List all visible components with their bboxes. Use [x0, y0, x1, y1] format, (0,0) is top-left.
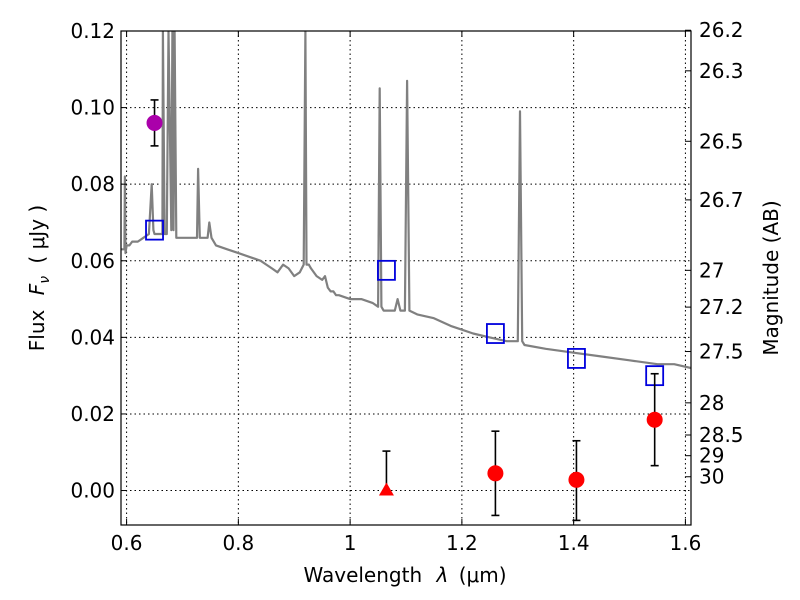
y-axis-title: Flux Fν ( μJy ): [25, 205, 54, 351]
axis-ticks: 0.6 0.8 1 1.2 1.4 1.6 0.00 0.02 0.04 0.06 0.08 0.10…: [70, 18, 743, 555]
flux-point: [568, 471, 585, 488]
x-tick-label: 1.4: [558, 531, 590, 555]
spectrum-line: [121, 31, 691, 370]
y2-tick-label: 30: [699, 465, 724, 489]
x-tick-label: 0.8: [222, 531, 254, 555]
y-tick-label: 0.04: [70, 325, 115, 349]
flux-point: [146, 114, 163, 131]
y-tick-label: 0.06: [70, 249, 115, 273]
x-tick-label: 1: [344, 531, 357, 555]
model-flux-square: [145, 219, 164, 241]
model-flux-square: [377, 259, 396, 281]
y2-axis-title: Magnitude (AB): [759, 200, 783, 355]
flux-point: [487, 465, 504, 482]
x-tick-label: 1.2: [446, 531, 478, 555]
y-tick-label: 0.10: [70, 96, 115, 120]
x-axis-title: Wavelength λ (μm): [303, 563, 506, 587]
y2-tick-label: 26.5: [699, 129, 744, 153]
flux-point: [646, 411, 663, 428]
y2-tick-label: 29: [699, 444, 724, 468]
y2-tick-label: 28.5: [699, 423, 744, 447]
x-tick-label: 1.6: [670, 531, 702, 555]
data-markers: [145, 99, 665, 522]
plot-frame: [120, 30, 692, 526]
y-tick-label: 0.08: [70, 172, 115, 196]
y2-tick-label: 27.5: [699, 340, 744, 364]
model-flux-square: [486, 323, 505, 344]
model-flux-square: [567, 348, 586, 369]
y2-tick-label: 26.3: [699, 59, 744, 83]
plot-area: [121, 31, 691, 370]
y2-tick-label: 27: [699, 258, 724, 282]
y-tick-label: 0.00: [70, 479, 115, 503]
y2-tick-label: 28: [699, 391, 724, 415]
y2-tick-label: 26.7: [699, 188, 744, 212]
y2-tick-label: 27.2: [699, 295, 744, 319]
y-tick-label: 0.12: [70, 19, 115, 43]
y2-tick-label: 26.2: [699, 18, 744, 42]
y-tick-label: 0.02: [70, 402, 115, 426]
x-tick-label: 0.6: [111, 531, 143, 555]
upper-limit-triangle: [378, 482, 394, 496]
